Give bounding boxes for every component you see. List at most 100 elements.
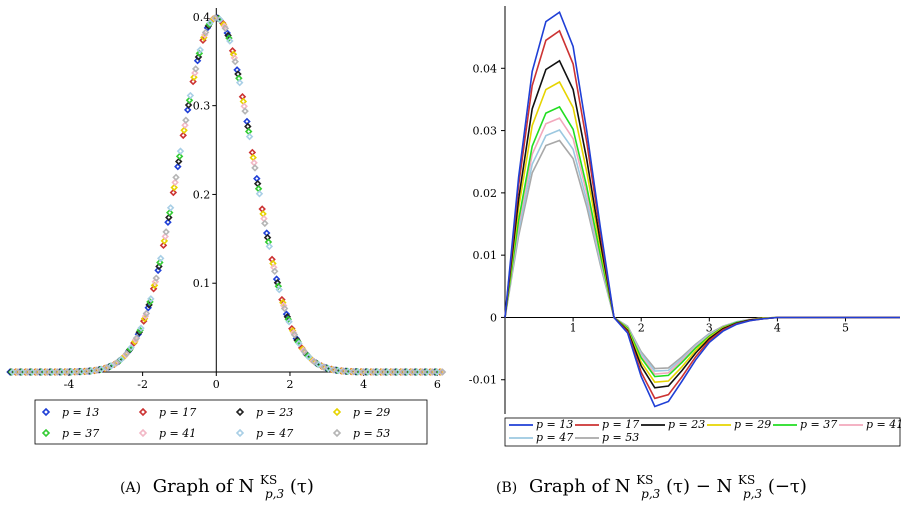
data-point bbox=[160, 237, 169, 245]
data-point bbox=[253, 179, 262, 188]
data-point bbox=[162, 228, 170, 236]
data-point bbox=[244, 122, 252, 131]
legend-label: p = 23 bbox=[668, 418, 705, 431]
series-p-17 bbox=[11, 15, 444, 376]
x-tick-label: 2 bbox=[638, 321, 645, 334]
x-tick-label: 6 bbox=[434, 378, 441, 391]
series-line bbox=[504, 10, 900, 408]
data-point bbox=[34, 368, 42, 376]
data-point bbox=[206, 19, 214, 27]
data-point bbox=[265, 242, 274, 251]
data-point bbox=[290, 330, 299, 339]
legend-marker bbox=[41, 428, 51, 438]
data-point bbox=[211, 14, 220, 22]
data-point bbox=[174, 157, 183, 166]
x-tick-label: -2 bbox=[137, 378, 148, 391]
data-point bbox=[8, 368, 17, 376]
data-point bbox=[127, 343, 135, 352]
data-point bbox=[24, 368, 32, 376]
legend-label: p = 41 bbox=[866, 418, 901, 431]
data-point bbox=[43, 368, 52, 376]
series-line bbox=[504, 139, 900, 370]
data-point bbox=[310, 357, 318, 366]
data-point bbox=[295, 339, 303, 348]
legend-label: p = 29 bbox=[734, 418, 771, 431]
series-p-37 bbox=[8, 15, 441, 376]
data-point bbox=[305, 353, 313, 361]
legend-marker bbox=[332, 407, 342, 417]
data-point bbox=[196, 46, 204, 54]
data-point bbox=[244, 127, 253, 136]
data-point bbox=[248, 148, 257, 157]
x-tick-label: 1 bbox=[570, 321, 577, 334]
data-point bbox=[320, 363, 328, 371]
legend-marker bbox=[235, 407, 245, 417]
data-point bbox=[379, 368, 388, 376]
legend-label: p = 13 bbox=[536, 418, 573, 431]
data-point bbox=[314, 360, 323, 369]
data-point bbox=[399, 368, 407, 376]
legend-label: p = 37 bbox=[800, 418, 837, 431]
data-point bbox=[63, 368, 72, 376]
series-p-13 bbox=[6, 14, 439, 376]
data-point bbox=[184, 101, 193, 109]
legend-label: p = 17 bbox=[159, 406, 196, 419]
y-tick-label: -0.01 bbox=[469, 374, 497, 387]
data-point bbox=[175, 152, 184, 161]
series-p-53 bbox=[14, 14, 447, 376]
data-point bbox=[282, 310, 291, 318]
data-point bbox=[369, 368, 378, 376]
series-line bbox=[504, 117, 900, 375]
data-point bbox=[182, 116, 190, 124]
data-point bbox=[107, 362, 116, 370]
x-tick-label: -4 bbox=[64, 378, 75, 391]
y-tick-label: 0 bbox=[490, 311, 497, 324]
data-point bbox=[270, 267, 279, 276]
data-point bbox=[189, 77, 197, 86]
data-point bbox=[409, 368, 417, 376]
legend-label: p = 17 bbox=[602, 418, 639, 431]
data-point bbox=[156, 258, 164, 267]
legend-box bbox=[504, 417, 901, 447]
caption-b: (B) Graph of N KS p,3 (τ) − N KS p,3 (−τ… bbox=[496, 468, 807, 503]
data-point bbox=[261, 219, 269, 228]
data-point bbox=[221, 24, 230, 33]
data-point bbox=[300, 347, 309, 356]
data-point bbox=[223, 29, 231, 37]
data-point bbox=[285, 317, 293, 326]
data-point bbox=[255, 190, 264, 198]
legend-marker bbox=[332, 428, 342, 438]
data-point bbox=[165, 213, 173, 222]
y-tick-label: 0.03 bbox=[473, 125, 498, 138]
y-tick-label: 0.2 bbox=[193, 188, 211, 201]
y-tick-label: 0.02 bbox=[473, 187, 498, 200]
data-point bbox=[330, 366, 338, 374]
data-point bbox=[275, 285, 283, 294]
legend-box bbox=[34, 399, 428, 445]
legend-a: p = 13 p = 17 p = 23 p = 29 p = 37 p = 41 p = … bbox=[34, 399, 428, 445]
legend-label: p = 13 bbox=[62, 406, 99, 419]
data-point bbox=[224, 31, 232, 40]
data-point bbox=[190, 73, 198, 81]
data-point bbox=[132, 334, 141, 342]
data-point bbox=[240, 102, 248, 110]
data-point bbox=[259, 210, 267, 218]
chart-a-gaussian-scatter: -4 -2 0 2 4 60.10.20.30.4p = 13 p = 17 p = 23 p … bbox=[6, 8, 447, 445]
data-point bbox=[185, 96, 194, 104]
data-point bbox=[191, 69, 199, 77]
legend-label: p = 53 bbox=[353, 427, 390, 440]
data-point bbox=[250, 159, 258, 167]
x-tick-label: 3 bbox=[706, 321, 713, 334]
data-point bbox=[159, 241, 168, 250]
data-point bbox=[117, 355, 125, 364]
x-tick-label: 4 bbox=[774, 321, 781, 334]
legend-marker bbox=[138, 407, 148, 417]
data-point bbox=[235, 78, 244, 87]
legend-label: p = 41 bbox=[159, 427, 196, 440]
data-point bbox=[231, 57, 239, 66]
series-line bbox=[504, 129, 900, 372]
data-point bbox=[53, 368, 62, 376]
data-point bbox=[164, 218, 172, 226]
legend-marker bbox=[41, 407, 51, 417]
